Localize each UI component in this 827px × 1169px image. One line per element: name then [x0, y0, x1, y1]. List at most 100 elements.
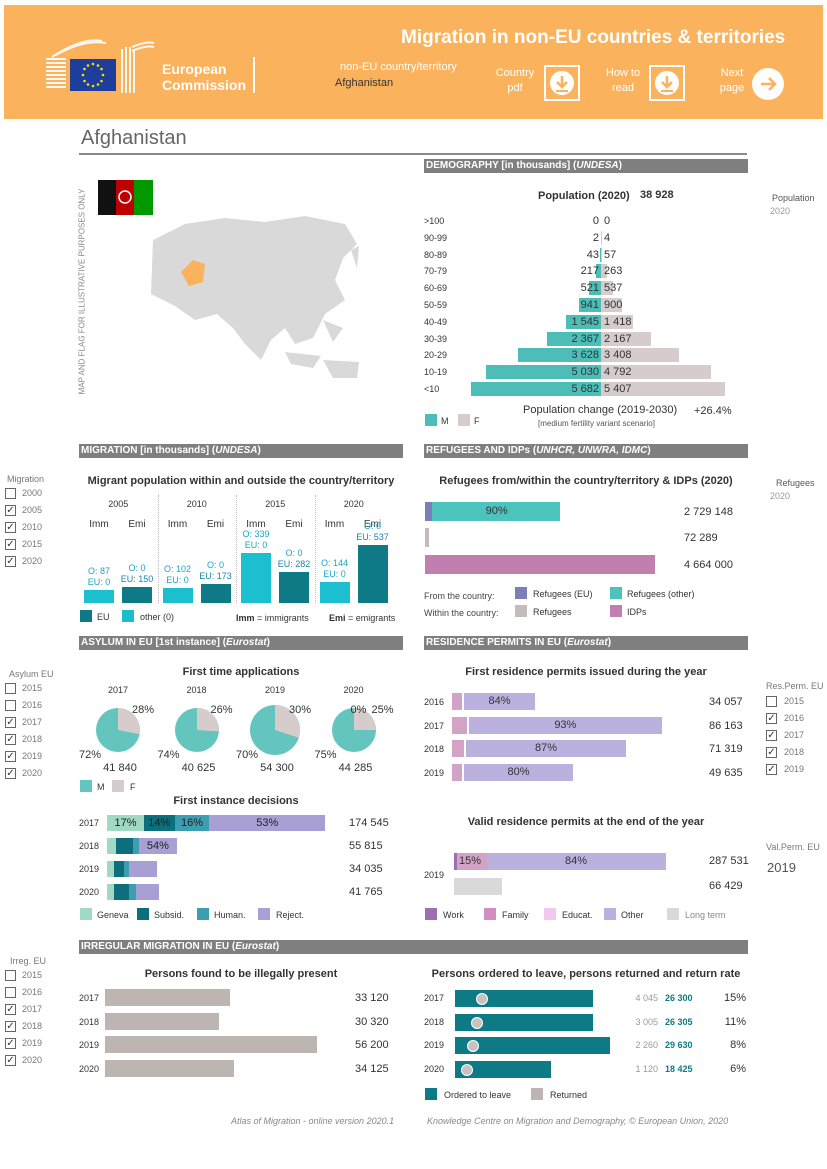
male-bar	[546, 331, 601, 346]
permit-other-bar	[464, 763, 573, 781]
year-checkbox-2017[interactable]: ✓	[5, 1004, 16, 1015]
permit-total: 86 163	[709, 719, 743, 732]
year-checkbox-2015[interactable]	[5, 970, 16, 981]
pie-female-pct: 26%	[210, 704, 233, 716]
legend-male-swatch	[425, 414, 437, 426]
female-bar	[601, 264, 608, 279]
year-checkbox-2018[interactable]: ✓	[766, 747, 777, 758]
migration-year-label: 2005	[108, 499, 129, 509]
permit-family-bar	[452, 763, 462, 781]
asylum-side-label: Asylum EU	[9, 669, 54, 679]
year-checkbox-2020[interactable]: ✓	[5, 1055, 16, 1066]
female-value: 4	[604, 231, 611, 244]
legend-human-label: Human.	[214, 910, 246, 920]
pie-male-pct: 72%	[79, 749, 102, 761]
arrow-right-icon	[761, 77, 777, 91]
year-checkbox-label: 2020	[22, 1055, 43, 1065]
emi-bar	[122, 586, 152, 603]
legend-reject-label: Reject.	[276, 910, 305, 920]
european-commission-logo[interactable]: European Commission	[42, 37, 257, 97]
next-page-label: Next page	[719, 67, 745, 94]
illegally-present-chart: 2017 33 120 2018 30 320 2019 56 200 2020 34 125	[79, 985, 403, 1085]
decision-reject-bar	[139, 838, 177, 854]
legend-geneva-label: Geneva	[97, 910, 129, 920]
year-checkbox-2000[interactable]	[5, 488, 16, 499]
year-checkbox-2019[interactable]: ✓	[5, 751, 16, 762]
legend-refugees-label: Refugees	[533, 607, 572, 617]
imm-header: Imm	[89, 519, 109, 530]
legend-eu-label: EU	[97, 612, 110, 622]
valid-permits-side-year[interactable]: 2019	[767, 860, 796, 875]
ec-logo-icon	[46, 39, 155, 93]
female-bar	[601, 365, 711, 380]
refugees-side-year: 2020	[770, 491, 791, 501]
present-title: Persons found to be illegally present	[144, 968, 338, 980]
valid-total: 287 531	[709, 855, 749, 867]
year-checkbox-2019[interactable]: ✓	[5, 1038, 16, 1049]
valid-family-bar	[457, 853, 487, 870]
country-pdf-button[interactable]	[544, 65, 580, 101]
afghanistan-flag	[98, 180, 153, 215]
year-checkbox-2010[interactable]: ✓	[5, 522, 16, 533]
legend-eu-swatch	[80, 610, 92, 622]
year-checkbox-2018[interactable]: ✓	[5, 1021, 16, 1032]
year-checkbox-label: 2017	[22, 717, 43, 727]
imm-header: Imm	[167, 519, 188, 530]
decision-subsid-bar	[144, 815, 175, 831]
imm-eu-label: EU: 0	[244, 540, 268, 551]
year-checkbox-2016[interactable]	[5, 987, 16, 998]
year-checkbox-2015[interactable]	[766, 696, 777, 707]
population-value: 38 928	[640, 189, 674, 201]
valid-other-bar	[487, 853, 666, 870]
afghanistan-highlight	[181, 260, 205, 286]
imm-eu-label: EU: 0	[87, 577, 111, 588]
decision-subsid-bar	[113, 861, 124, 877]
next-page-button[interactable]	[752, 68, 784, 100]
year-checkbox-2018[interactable]: ✓	[5, 734, 16, 745]
male-bar	[589, 281, 601, 296]
ordered-bar	[455, 1037, 610, 1054]
imm-bar	[241, 553, 271, 603]
present-year-label: 2017	[79, 993, 100, 1003]
ordered-value: 26 300	[665, 993, 693, 1003]
decision-reject-pct: 53%	[256, 817, 279, 829]
residence-subtitle: First residence permits issued during th…	[465, 666, 707, 678]
leave-year-label: 2017	[424, 993, 445, 1003]
year-checkbox-2016[interactable]	[5, 700, 16, 711]
population-change-value: +26.4%	[694, 405, 732, 417]
emi-bar	[200, 584, 231, 603]
year-checkbox-2017[interactable]: ✓	[766, 730, 777, 741]
legend-asylum-m-label: M	[97, 782, 105, 792]
male-bar	[596, 264, 601, 279]
year-checkbox-label: 2005	[22, 505, 43, 515]
year-checkbox-2020[interactable]: ✓	[5, 556, 16, 567]
valid-permits-side-label: Val.Perm. EU	[766, 842, 820, 852]
female-value: 537	[604, 282, 623, 295]
permit-other-pct: 93%	[554, 718, 577, 731]
decision-year-label: 2017	[79, 818, 100, 828]
refugees-section-title: REFUGEES AND IDPs (UNHCR, UNWRA, IDMC)	[424, 444, 748, 458]
year-checkbox-2017[interactable]: ✓	[5, 717, 16, 728]
male-value: 2	[592, 231, 599, 244]
country-selector-label: non-EU country/territory	[340, 61, 457, 73]
country-pdf-label: Country pdf	[495, 67, 535, 94]
female-bar	[601, 348, 679, 363]
emi-other-label: O: 0	[285, 548, 303, 559]
population-side-label: Population	[772, 193, 815, 203]
year-checkbox-2015[interactable]: ✓	[5, 539, 16, 550]
year-checkbox-2020[interactable]: ✓	[5, 768, 16, 779]
year-checkbox-2015[interactable]	[5, 683, 16, 694]
population-label: Population (2020)	[538, 190, 630, 202]
year-checkbox-2016[interactable]: ✓	[766, 713, 777, 724]
how-to-read-button[interactable]	[649, 65, 685, 101]
migration-year-label: 2015	[265, 499, 286, 509]
column-divider	[157, 495, 159, 603]
male-value: 0	[592, 215, 599, 227]
legend-refugees-other-swatch	[610, 587, 622, 599]
year-checkbox-2019[interactable]: ✓	[766, 764, 777, 775]
country-selector[interactable]: Afghanistan	[335, 77, 394, 89]
year-checkbox-2005[interactable]: ✓	[5, 505, 16, 516]
permit-year-label: 2019	[424, 767, 445, 778]
permit-total: 49 635	[709, 766, 743, 779]
residence-section-title: RESIDENCE PERMITS IN EU (Eurostat)	[424, 636, 748, 650]
